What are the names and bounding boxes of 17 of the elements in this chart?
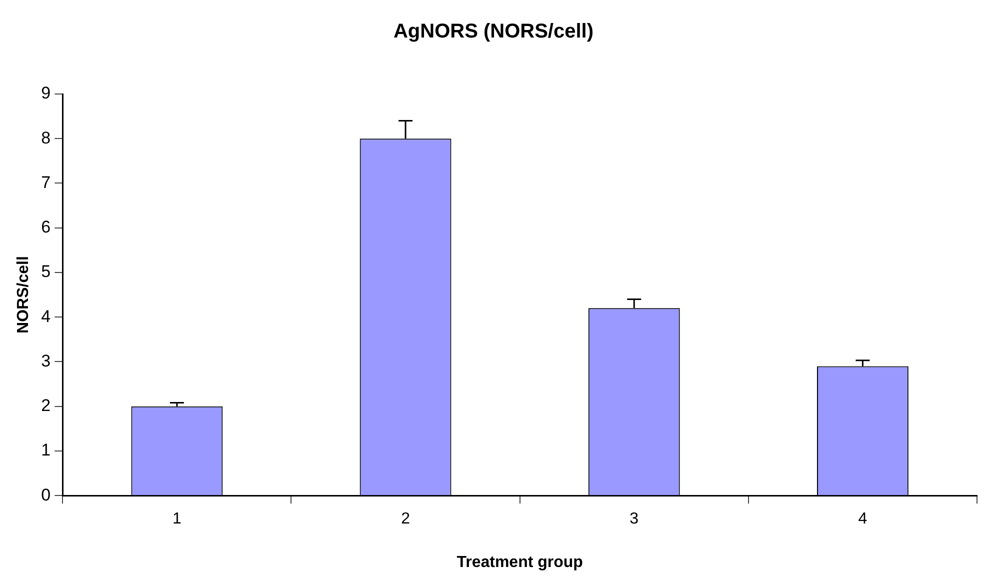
- y-tick-label: 1: [41, 440, 51, 460]
- y-tick-label: 2: [41, 396, 51, 416]
- x-axis-title: Treatment group: [456, 554, 584, 571]
- y-axis-title: NORS/cell: [15, 256, 32, 334]
- y-tick-label: 4: [41, 306, 51, 326]
- y-tick-label: 0: [41, 485, 51, 504]
- y-tick-label: 7: [41, 172, 51, 192]
- y-tick-label: 9: [41, 84, 51, 103]
- y-tick-label: 3: [41, 351, 51, 370]
- x-tick-label: 1: [172, 510, 182, 528]
- y-tick-label: 6: [41, 218, 51, 237]
- x-tick-label: 4: [858, 510, 868, 528]
- y-tick-label: 5: [41, 262, 51, 282]
- y-tick-label: 8: [41, 128, 51, 148]
- chart-title: AgNORS (NORS/cell): [393, 20, 594, 43]
- x-tick-label: 2: [401, 510, 410, 528]
- x-tick-label: 3: [630, 510, 639, 528]
